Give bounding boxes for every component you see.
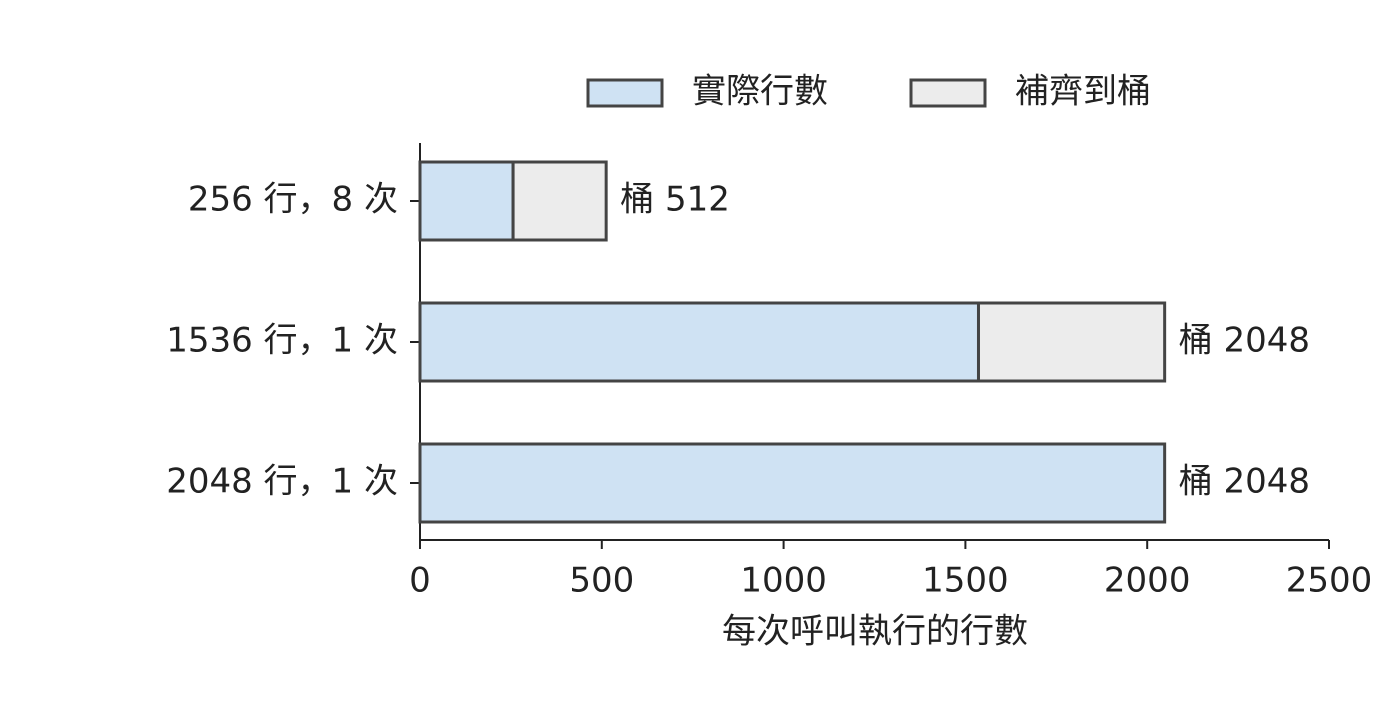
y-tick-label: 256 行，8 次: [188, 180, 398, 220]
x-tick-label: 500: [569, 561, 634, 601]
legend-label: 實際行數: [692, 72, 828, 112]
bar-label: 桶 512: [620, 180, 730, 220]
legend-label: 補齊到桶: [1015, 72, 1151, 112]
legend-swatch: [909, 78, 987, 108]
bar-segment: [418, 160, 515, 242]
x-tick-label: 2500: [1286, 561, 1373, 601]
x-tick-label: 0: [409, 561, 431, 601]
x-tick-label: 2000: [1104, 561, 1191, 601]
bar-label: 桶 2048: [1179, 321, 1310, 361]
y-tick-label: 2048 行，1 次: [166, 462, 398, 502]
x-tick-label: 1000: [740, 561, 827, 601]
x-tick-label: 1500: [922, 561, 1009, 601]
bar-segment: [511, 160, 608, 242]
legend-swatch: [586, 78, 664, 108]
bar-label: 桶 2048: [1179, 462, 1310, 502]
bar-segment: [976, 301, 1167, 383]
bar-segment: [418, 442, 1167, 524]
bar-segment: [418, 301, 980, 383]
x-axis-label: 每次呼叫執行的行數: [722, 612, 1028, 652]
y-tick-label: 1536 行，1 次: [166, 321, 398, 361]
